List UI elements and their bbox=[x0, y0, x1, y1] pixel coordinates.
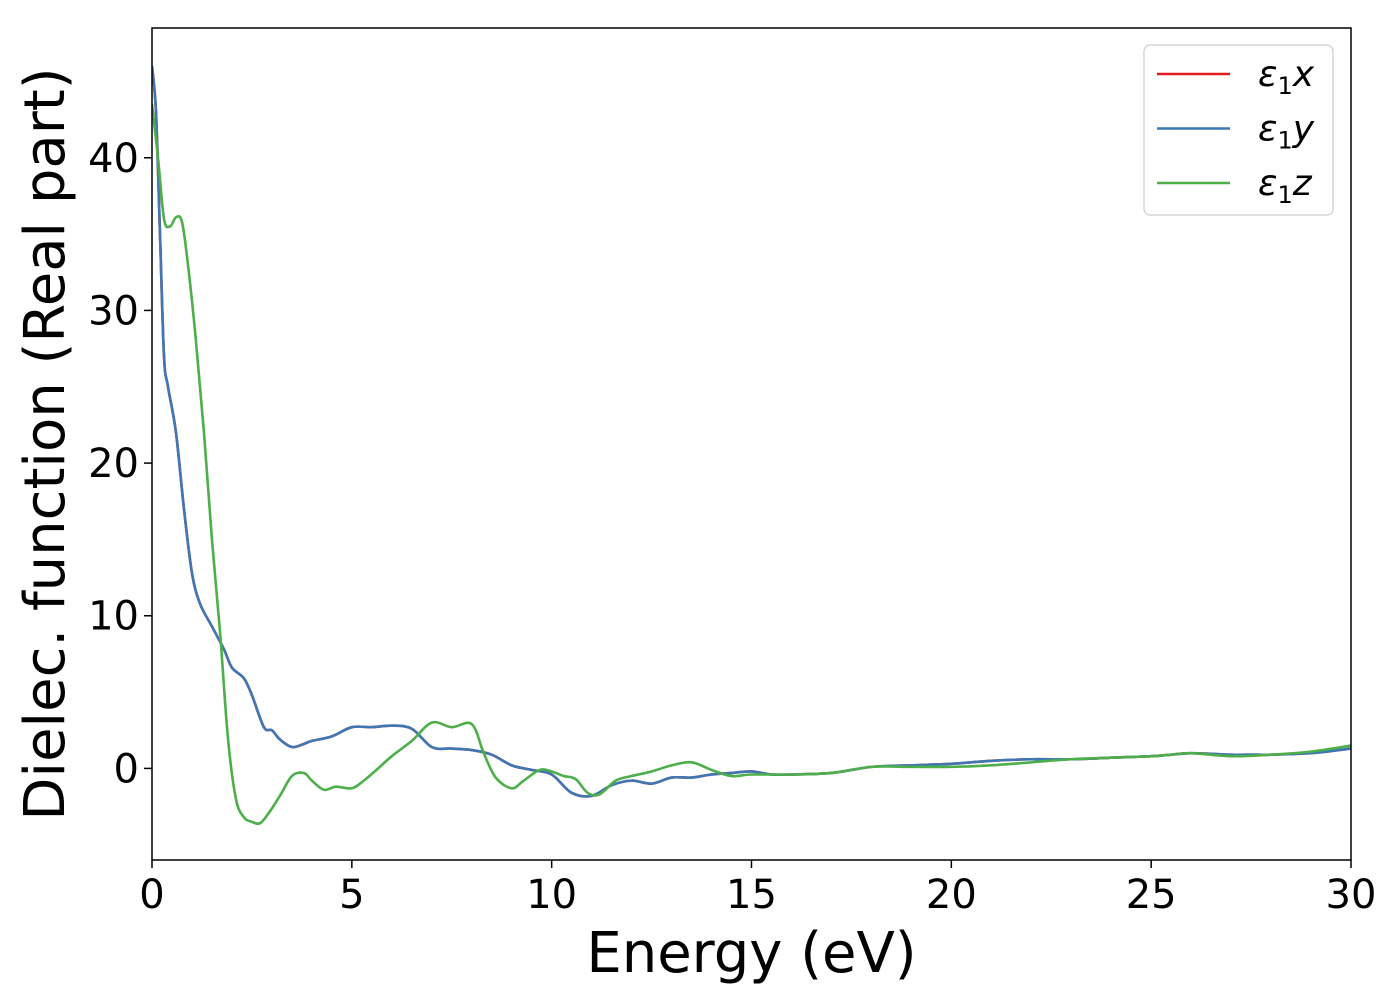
legend-label: ε1y bbox=[1258, 109, 1315, 155]
x-tick-label: 10 bbox=[526, 872, 577, 918]
y-tick-label: 20 bbox=[88, 441, 139, 487]
y-tick-label: 10 bbox=[88, 594, 139, 640]
y-tick-label: 0 bbox=[114, 746, 139, 792]
y-tick-label: 30 bbox=[88, 288, 139, 334]
series-line-z bbox=[152, 104, 1351, 826]
y-axis-label: Dielec. function (Real part) bbox=[13, 67, 78, 820]
x-tick-label: 5 bbox=[339, 872, 364, 918]
legend-label: ε1z bbox=[1258, 163, 1313, 209]
y-tick-label: 40 bbox=[88, 136, 139, 182]
legend: ε1x ε1y ε1z bbox=[1143, 44, 1334, 216]
legend-box bbox=[1143, 44, 1334, 216]
ticks-layer: 0 5 10 15 20 25 30 0 10 20 30 40 bbox=[88, 136, 1376, 918]
series-layer bbox=[152, 66, 1351, 826]
x-axis-label: Energy (eV) bbox=[586, 921, 916, 986]
x-tick-label: 0 bbox=[139, 872, 164, 918]
x-tick-label: 15 bbox=[726, 872, 777, 918]
x-tick-label: 25 bbox=[1126, 872, 1177, 918]
series-line-y bbox=[152, 66, 1351, 798]
legend-label: ε1x bbox=[1258, 54, 1315, 100]
x-tick-label: 20 bbox=[926, 872, 977, 918]
x-tick-label: 30 bbox=[1326, 872, 1377, 918]
